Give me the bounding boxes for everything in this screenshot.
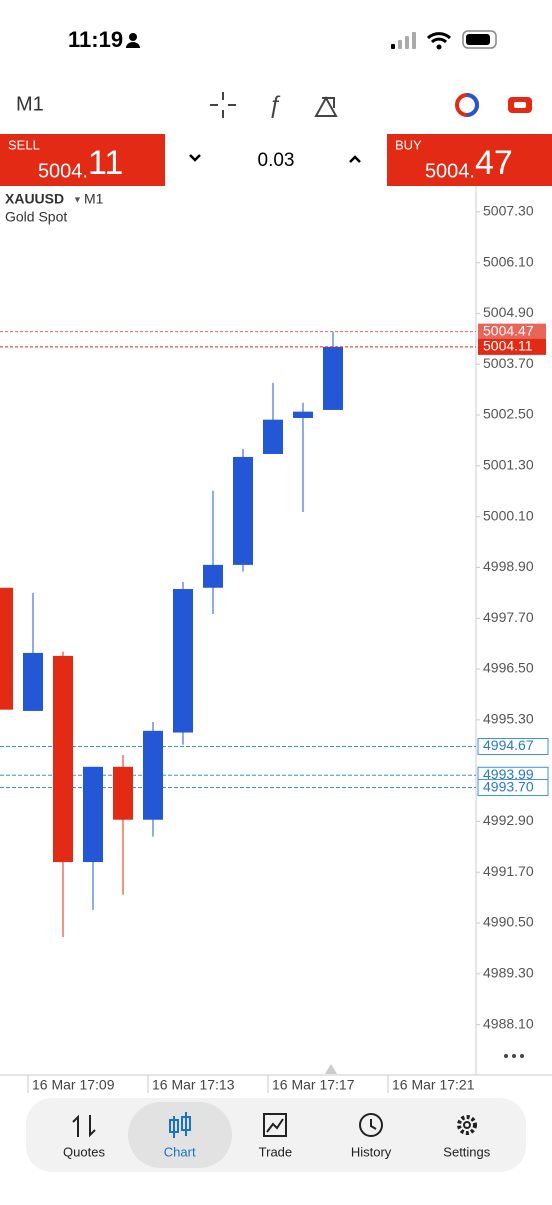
order-label: 4993.99 [483, 766, 534, 782]
candle-body [53, 655, 73, 863]
sell-button[interactable] [0, 134, 165, 186]
dropdown: ▼ [73, 194, 82, 204]
y-tick-label: 4998.90 [483, 558, 534, 574]
more[interactable] [512, 1054, 516, 1058]
candle-body [323, 346, 343, 410]
wifi-icon [426, 32, 452, 44]
timeframe[interactable]: M1 [16, 93, 44, 115]
trade-nav-icon [266, 1118, 284, 1133]
y-tick-label: 4989.30 [483, 965, 534, 981]
y-tick-label: 4992.90 [483, 812, 534, 828]
wifi-icon [436, 44, 442, 50]
price-tag [478, 338, 546, 355]
buy-button[interactable] [387, 134, 552, 186]
candle-body [143, 730, 163, 820]
sell-price-big: 11 [88, 144, 123, 182]
more[interactable] [504, 1054, 508, 1058]
sell-label: SELL [8, 137, 40, 152]
settings-icon [457, 1115, 477, 1135]
trade-nav-icon [263, 1113, 287, 1137]
quotes-icon [72, 1114, 96, 1138]
y-tick-label: 5007.30 [483, 203, 534, 219]
candle-body [173, 589, 193, 733]
candle-body [83, 766, 103, 863]
person-icon [126, 42, 140, 48]
order-tag [477, 779, 549, 797]
clock: 11:19 [68, 27, 123, 52]
order-label: 4994.67 [483, 737, 534, 753]
y-tick-label: 4988.10 [483, 1015, 534, 1031]
order-label: 4993.70 [483, 778, 534, 794]
candle-body [203, 564, 223, 588]
y-tick-label: 4997.70 [483, 609, 534, 625]
shift-marker [325, 1064, 337, 1074]
y-tick-label: 4995.30 [483, 711, 534, 727]
candle-body [263, 419, 283, 454]
chart-icon [169, 1119, 179, 1133]
crosshair-icon[interactable] [210, 92, 236, 118]
volume-stepper[interactable] [189, 154, 361, 163]
x-tick-label: 16 Mar 17:21 [392, 1077, 475, 1093]
nav-active [128, 1102, 232, 1168]
y-tick-label: 4990.50 [483, 914, 534, 930]
x-tick-label: 16 Mar 17:13 [152, 1077, 235, 1093]
nav-label[interactable]: History [351, 1144, 392, 1159]
y-tick-label: 5004.90 [483, 304, 534, 320]
candle-body [233, 456, 253, 565]
y-tick-label: 5001.30 [483, 457, 534, 473]
y-tick-label: 5002.50 [483, 406, 534, 422]
history-icon [359, 1113, 383, 1137]
nav-label[interactable]: Chart [164, 1144, 196, 1159]
history-icon [370, 1119, 377, 1130]
battery-icon [466, 34, 490, 45]
indicator-icon[interactable]: ƒ [268, 91, 281, 118]
chart-timeframe: M1 [84, 191, 104, 207]
candle-body [113, 766, 133, 820]
one-click-icon[interactable] [514, 102, 526, 108]
chart-icon [181, 1116, 191, 1131]
sell-price: 5004. [38, 160, 88, 182]
y-tick-label: 5000.10 [483, 507, 534, 523]
buy-price-big: 47 [475, 144, 513, 182]
person-icon [129, 33, 137, 41]
y-tick-label: 5006.10 [483, 253, 534, 269]
buy-label: BUY [395, 137, 422, 152]
signal-icon [391, 32, 416, 49]
buy-price: 5004. [425, 160, 475, 182]
volume[interactable]: 0.03 [258, 150, 295, 171]
nav-label[interactable]: Quotes [63, 1144, 105, 1159]
symbol: XAUUSD [5, 191, 64, 207]
y-tick-label: 5003.70 [483, 355, 534, 371]
price-label: 5004.11 [483, 338, 533, 354]
y-tick-label: 4996.50 [483, 660, 534, 676]
nav-label[interactable]: Settings [443, 1144, 490, 1159]
more[interactable] [520, 1054, 524, 1058]
x-tick-label: 16 Mar 17:09 [32, 1077, 115, 1093]
nav-label[interactable]: Trade [259, 1144, 292, 1159]
candle-body [0, 587, 13, 710]
y-tick-label: 4991.70 [483, 863, 534, 879]
battery-icon [462, 30, 497, 49]
candle-body [23, 652, 43, 711]
description: Gold Spot [5, 209, 67, 225]
settings-icon [463, 1121, 471, 1129]
price-tag [478, 323, 546, 340]
trade-icon[interactable] [466, 93, 479, 117]
x-tick-label: 16 Mar 17:17 [272, 1077, 355, 1093]
order-tag [477, 737, 549, 755]
candle-body [293, 411, 313, 418]
price-label: 5004.47 [483, 322, 534, 338]
objects-icon[interactable] [314, 95, 338, 117]
